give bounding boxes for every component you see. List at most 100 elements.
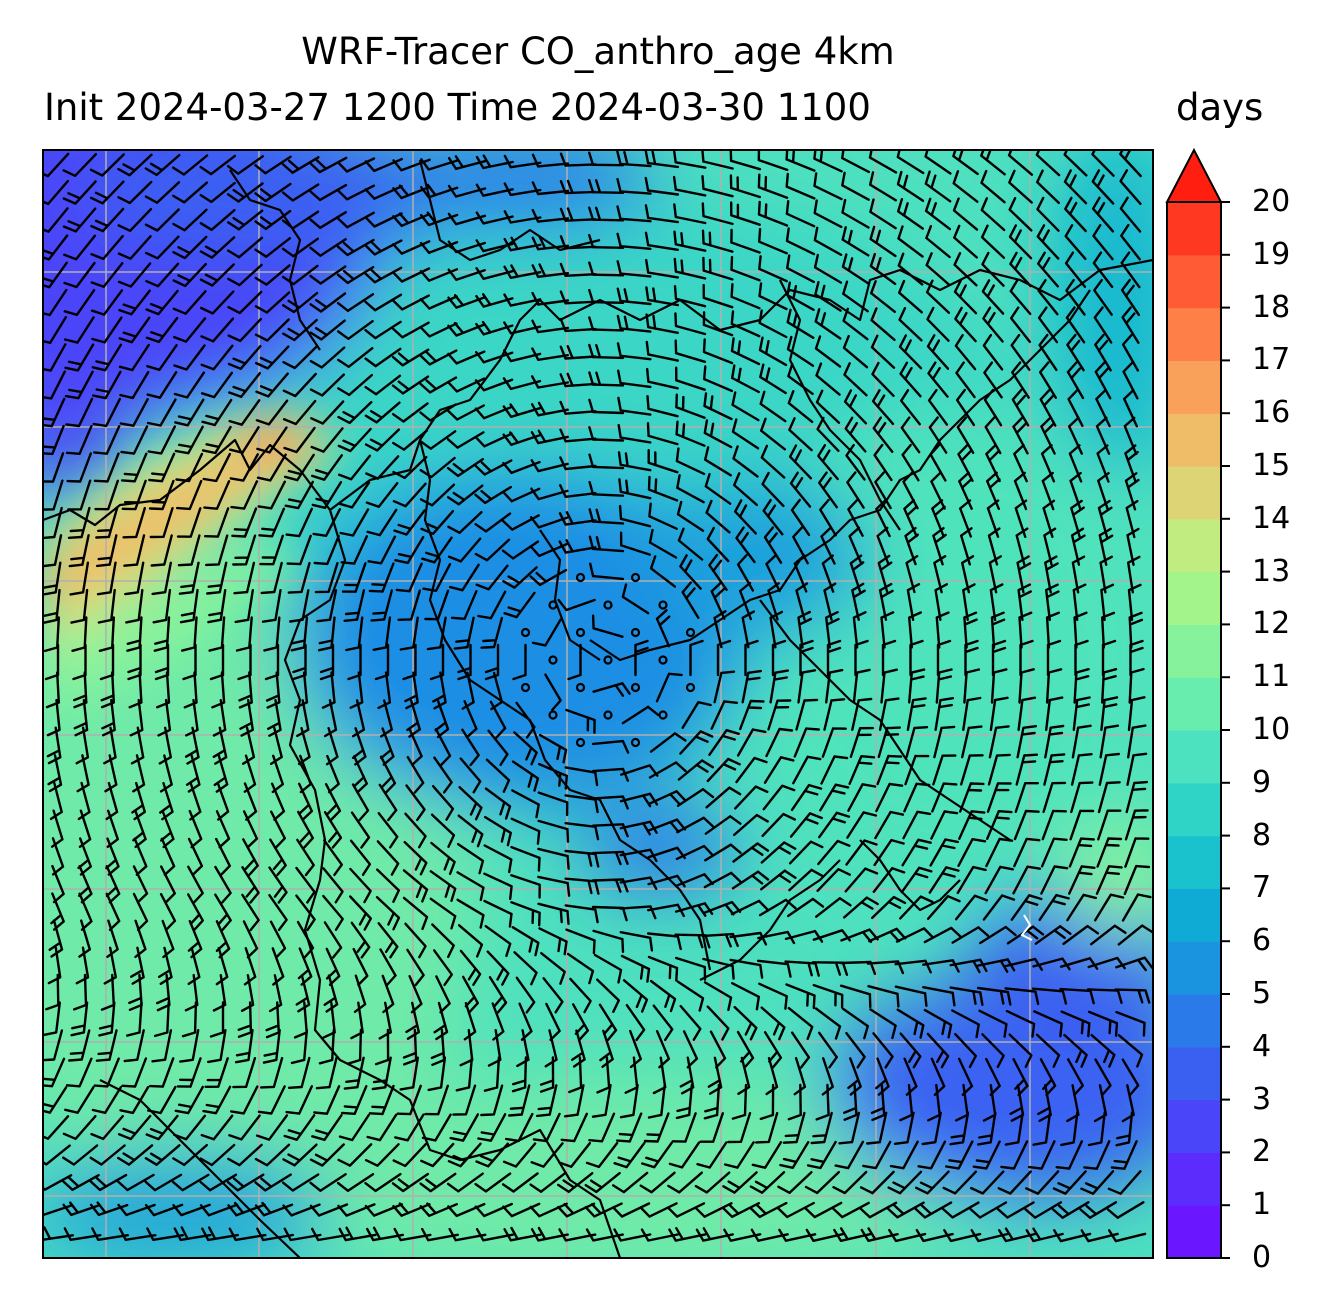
- wind-barb: [255, 399, 289, 426]
- wind-barb: [150, 534, 173, 567]
- wind-barb: [420, 1142, 455, 1168]
- wind-barb: [952, 170, 979, 203]
- wind-barb: [154, 643, 170, 681]
- wind-barb: [588, 480, 625, 497]
- wind-barb: [159, 754, 173, 793]
- wind-barb: [900, 389, 921, 426]
- wind-barb: [588, 206, 625, 222]
- wind-barb: [1095, 865, 1123, 895]
- wind-barb: [926, 895, 961, 920]
- wind-barb: [771, 639, 787, 677]
- wind-barb: [701, 229, 734, 253]
- wind-barb: [981, 1033, 1005, 1069]
- wind-barb: [797, 669, 817, 704]
- wind-barb: [900, 866, 933, 894]
- wind-barb: [646, 422, 679, 446]
- wind-barb: [767, 699, 792, 731]
- wind-barb: [544, 1029, 558, 1068]
- wind-barb: [758, 255, 788, 283]
- wind-barb: [1106, 1201, 1145, 1219]
- wind-barb: [227, 1143, 263, 1167]
- wind-barb: [1036, 224, 1060, 260]
- wind-barb: [677, 527, 704, 561]
- wind-barb: [364, 185, 403, 200]
- wind-barb: [673, 230, 707, 252]
- wind-barb: [447, 537, 482, 563]
- chart-title-line2: Init 2024-03-27 1200 Time 2024-03-30 110…: [44, 86, 871, 129]
- calm-marker: [575, 682, 586, 693]
- wind-barb: [343, 589, 366, 622]
- wind-barb: [671, 1112, 697, 1143]
- wind-barb: [564, 904, 599, 924]
- wind-barb: [502, 566, 538, 589]
- wind-barb: [1092, 224, 1114, 261]
- wind-barb: [282, 372, 317, 398]
- wind-barb: [121, 479, 147, 511]
- wind-barb: [337, 1203, 376, 1217]
- wind-barb: [309, 1173, 347, 1192]
- wind-barb: [199, 209, 236, 231]
- wind-barb: [964, 639, 979, 677]
- wind-barb: [172, 154, 209, 176]
- wind-barb: [234, 589, 254, 624]
- wind-barb: [567, 643, 582, 681]
- colorbar-segment: [1167, 994, 1221, 1048]
- wind-barb: [215, 837, 231, 877]
- wind-barb: [788, 444, 813, 480]
- wind-barb: [229, 426, 260, 454]
- wind-barb: [324, 783, 342, 822]
- wind-barb: [619, 820, 658, 836]
- wind-barb: [733, 1005, 758, 1041]
- wind-barb: [508, 1084, 531, 1117]
- wind-barb: [621, 583, 650, 615]
- wind-barb: [285, 507, 313, 538]
- wind-barb: [419, 241, 459, 254]
- wind-barb: [538, 762, 568, 790]
- wind-barb: [1100, 696, 1119, 732]
- wind-barb: [1115, 1111, 1134, 1147]
- wind-barb: [736, 728, 767, 757]
- wind-barb: [483, 1056, 501, 1092]
- wind-barb: [95, 534, 118, 568]
- wind-barb: [404, 922, 427, 959]
- colorbar-segment: [1167, 518, 1221, 573]
- wind-barb: [144, 153, 181, 177]
- wind-barb: [591, 767, 629, 782]
- wind-barb: [70, 1001, 89, 1037]
- wind-barb: [402, 1028, 418, 1066]
- wind-barb: [672, 175, 707, 197]
- colorbar-segment: [1167, 1152, 1221, 1206]
- wind-barb: [899, 361, 922, 398]
- wind-barb: [1016, 725, 1038, 759]
- wind-barb: [392, 212, 431, 227]
- wind-barb: [100, 973, 115, 1011]
- wind-barb: [322, 867, 344, 904]
- wind-barb: [419, 349, 458, 366]
- wind-barb: [643, 1112, 670, 1143]
- wind-barb: [1093, 278, 1113, 316]
- calm-marker: [520, 627, 531, 638]
- wind-barb: [502, 1202, 541, 1218]
- wind-barb: [118, 343, 150, 372]
- wind-barb: [484, 925, 512, 958]
- wind-barb: [868, 150, 898, 174]
- wind-barb: [1011, 388, 1030, 427]
- wind-barb: [675, 447, 706, 476]
- wind-barb: [226, 155, 264, 175]
- wind-barb: [1043, 753, 1066, 786]
- wind-barb: [1087, 956, 1126, 970]
- wind-barb: [152, 588, 172, 624]
- wind-barb: [592, 682, 631, 697]
- wind-barb: [895, 927, 934, 943]
- wind-barb: [268, 894, 288, 932]
- wind-barb: [558, 539, 597, 554]
- wind-barb: [282, 1143, 318, 1167]
- wind-barb: [1092, 251, 1114, 289]
- colorbar-segment: [1167, 677, 1221, 731]
- wind-barb: [449, 563, 480, 592]
- wind-barb: [647, 475, 679, 502]
- wind-barb: [619, 931, 654, 952]
- wind-barb: [227, 263, 263, 287]
- wind-barb: [379, 755, 397, 794]
- wind-barb: [758, 898, 797, 917]
